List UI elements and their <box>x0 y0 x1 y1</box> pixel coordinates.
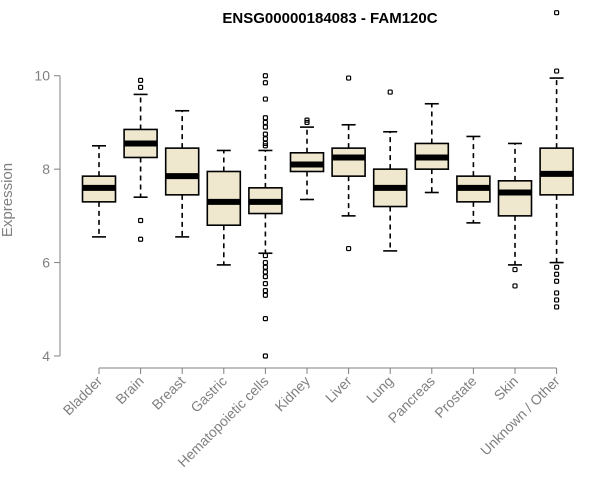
box-group <box>539 10 574 310</box>
outlier-point <box>553 264 560 270</box>
box-group <box>372 89 408 252</box>
box-group <box>164 109 200 238</box>
y-tick-label: 8 <box>42 161 50 177</box>
outlier-point <box>138 84 144 91</box>
box <box>497 180 533 217</box>
box <box>206 170 242 227</box>
outlier-point <box>262 73 268 79</box>
x-tick-label: Kidney <box>272 373 314 415</box>
outlier-point <box>262 131 268 137</box>
outlier-point <box>553 304 560 310</box>
x-tick-label: Unknown / Other <box>477 373 563 459</box>
outlier-point <box>138 217 144 224</box>
box <box>164 147 200 196</box>
outlier-point <box>262 143 268 149</box>
y-tick-label: 6 <box>42 255 50 271</box>
y-axis: 4 6 8 10 <box>34 68 61 364</box>
outlier-point <box>262 136 268 142</box>
box <box>331 147 366 177</box>
outlier-point <box>346 75 352 81</box>
outlier-point <box>346 245 352 252</box>
x-tick-label: Prostate <box>431 373 479 421</box>
outlier-point <box>512 266 518 273</box>
x-tick-label: Liver <box>322 373 355 406</box>
outlier-point <box>553 290 560 296</box>
outlier-point <box>553 297 560 303</box>
box-group <box>414 102 450 194</box>
outlier-point <box>304 119 310 126</box>
box-group <box>456 135 491 224</box>
outlier-point <box>262 124 268 130</box>
box-group <box>331 75 366 252</box>
outlier-point <box>553 271 560 277</box>
x-tick-label: Bladder <box>60 373 106 419</box>
outlier-point <box>262 252 268 259</box>
box-group <box>123 77 158 242</box>
outlier-point <box>262 269 268 275</box>
x-tick-label: Breast <box>148 373 188 413</box>
y-tick-label: 4 <box>42 348 50 364</box>
x-tick-label: Lung <box>363 373 396 406</box>
y-tick-label: 10 <box>34 68 50 84</box>
outlier-point <box>387 89 393 95</box>
outlier-point <box>262 316 268 322</box>
outlier-point <box>262 353 268 359</box>
outlier-point <box>262 96 268 102</box>
outlier-point <box>553 10 560 16</box>
plot-area <box>81 10 574 359</box>
outlier-point <box>138 236 144 242</box>
box-group <box>81 144 117 238</box>
outlier-point <box>262 292 268 298</box>
outlier-point <box>262 259 268 266</box>
chart-title: ENSG00000184083 - FAM120C <box>222 10 437 27</box>
box-group <box>248 73 283 359</box>
outlier-point <box>262 273 268 280</box>
outlier-point <box>262 264 268 270</box>
outlier-point <box>262 280 268 287</box>
box-group <box>289 117 325 201</box>
y-axis-label: Expression <box>0 163 16 237</box>
outlier-point <box>138 77 144 83</box>
box-group <box>206 149 242 266</box>
outlier-point <box>262 115 268 121</box>
x-tick-label: Brain <box>112 373 146 407</box>
outlier-point <box>262 119 268 126</box>
outlier-point <box>262 288 268 294</box>
outlier-point <box>512 283 518 289</box>
outlier-point <box>262 80 268 86</box>
box-group <box>497 142 533 289</box>
x-tick-label: Skin <box>491 373 522 404</box>
outlier-point <box>553 68 560 74</box>
outlier-point <box>553 278 560 284</box>
